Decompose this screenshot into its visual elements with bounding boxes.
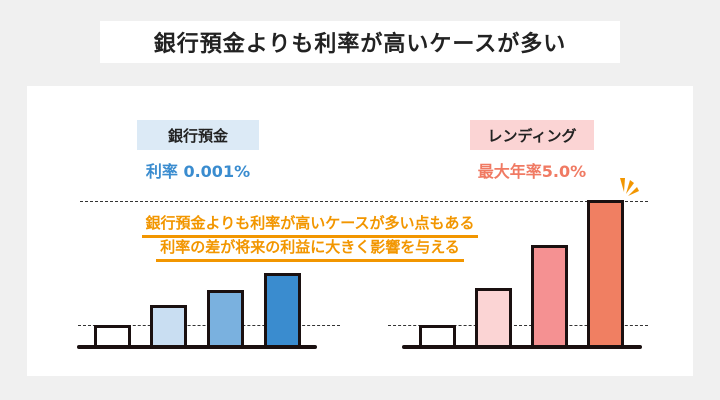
lending-rate: 最大年率5.0% bbox=[477, 162, 587, 181]
bank-label-text: 銀行預金 bbox=[167, 126, 228, 145]
page-title: 銀行預金よりも利率が高いケースが多い bbox=[153, 32, 567, 57]
lending-bar-3 bbox=[531, 245, 568, 346]
bank-label: 銀行預金 bbox=[137, 120, 259, 150]
lending-bar-2 bbox=[475, 288, 512, 346]
bank-bar-4 bbox=[264, 273, 301, 346]
title-box: 銀行預金よりも利率が高いケースが多い bbox=[100, 21, 620, 63]
lending-baseline-reference bbox=[388, 325, 648, 326]
lending-bar-1 bbox=[419, 325, 456, 346]
bank-bar-3 bbox=[207, 290, 244, 346]
message-line-2-text: 利率の差が将来の利益に大きく影響を与える bbox=[156, 236, 464, 262]
lending-label-text: レンディング bbox=[487, 126, 577, 145]
lending-axis bbox=[402, 345, 642, 349]
bank-bar-1 bbox=[94, 325, 131, 346]
message-line-1: 銀行預金よりも利率が高いケースが多い点もある bbox=[100, 212, 520, 238]
lending-label: レンディング bbox=[470, 120, 594, 150]
highlight-burst-icon bbox=[620, 178, 639, 196]
bank-rate: 利率 0.001% bbox=[145, 162, 251, 181]
bank-axis bbox=[77, 345, 317, 349]
message-line-2: 利率の差が将来の利益に大きく影響を与える bbox=[100, 236, 520, 262]
lending-bar-4 bbox=[587, 200, 624, 346]
max-reference-line bbox=[80, 201, 648, 202]
message-line-1-text: 銀行預金よりも利率が高いケースが多い点もある bbox=[141, 212, 479, 238]
bank-bar-2 bbox=[150, 305, 187, 346]
